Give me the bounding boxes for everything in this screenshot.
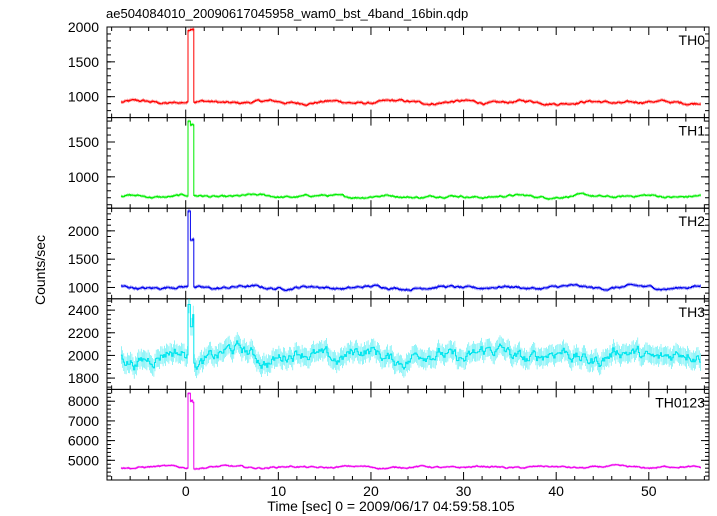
y-tick-label: 2200	[68, 325, 99, 341]
error-bars-TH0	[121, 27, 701, 108]
panel-frame-TH0123	[106, 388, 710, 481]
error-bars-TH0123	[121, 392, 701, 471]
x-tick-label: 0	[182, 483, 190, 499]
y-tick-label: 8000	[68, 393, 99, 409]
x-tick-label: 50	[641, 483, 657, 499]
y-tick-label: 1800	[68, 370, 99, 386]
y-tick-label: 2000	[68, 19, 99, 35]
panel-label-TH2: TH2	[679, 213, 706, 229]
x-tick-label: 20	[363, 483, 379, 499]
series-line-TH0123	[120, 392, 701, 470]
x-tick-label: 10	[271, 483, 287, 499]
y-tick-label: 1000	[68, 279, 99, 295]
x-axis-label: Time [sec] 0 = 2009/06/17 04:59:58.105	[267, 498, 515, 514]
series-line-TH1	[120, 120, 701, 200]
panels-group: 1000 1500 2000 TH0 1000 1500 TH1 1000 1500 2000 TH…	[68, 19, 710, 499]
chart-title: ae504084010_20090617045958_wam0_bst_4ban…	[106, 6, 468, 21]
y-axis-label: Counts/sec	[32, 235, 48, 305]
series-line-TH0	[120, 28, 701, 106]
y-tick-label: 1500	[68, 54, 99, 70]
panel-frame-TH0	[106, 26, 710, 119]
series-line-TH2	[120, 210, 701, 292]
panel-label-TH0123: TH0123	[655, 394, 705, 410]
y-tick-label: 1000	[68, 169, 99, 185]
y-tick-label: 6000	[68, 433, 99, 449]
y-tick-label: 1500	[68, 251, 99, 267]
x-tick-label: 40	[548, 483, 564, 499]
x-tick-label: 30	[456, 483, 472, 499]
panel-frame-TH2	[106, 207, 710, 300]
y-tick-label: 2000	[68, 347, 99, 363]
y-tick-label: 2000	[68, 223, 99, 239]
y-tick-label: 5000	[68, 452, 99, 468]
panel-frame-TH3	[106, 298, 710, 390]
error-bars-TH3	[121, 298, 701, 379]
error-bars-TH1	[121, 119, 701, 201]
y-tick-label: 2400	[68, 302, 99, 318]
y-tick-label: 1500	[68, 134, 99, 150]
error-bars-TH2	[121, 209, 701, 293]
panel-label-TH1: TH1	[679, 123, 706, 139]
panel-label-TH3: TH3	[679, 304, 706, 320]
y-tick-label: 7000	[68, 413, 99, 429]
panel-label-TH0: TH0	[679, 32, 706, 48]
y-tick-label: 1000	[68, 89, 99, 105]
panel-frame-TH1	[106, 117, 710, 209]
